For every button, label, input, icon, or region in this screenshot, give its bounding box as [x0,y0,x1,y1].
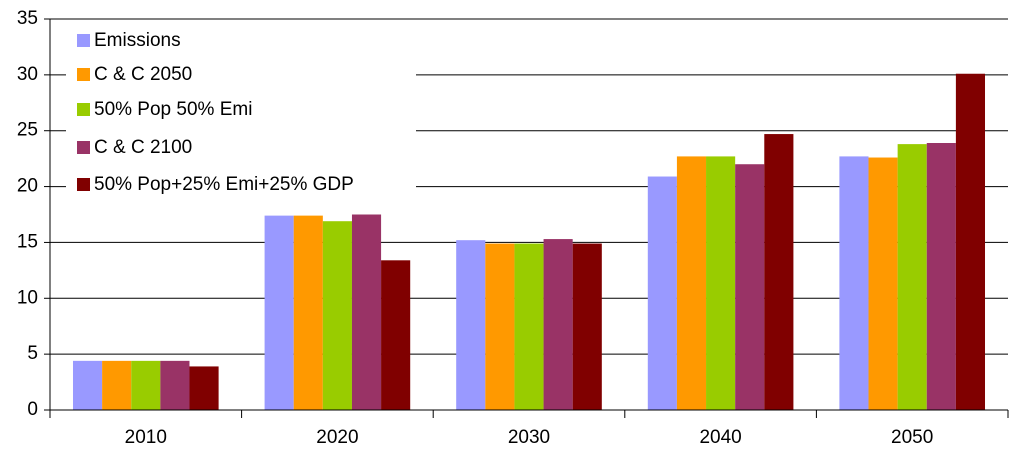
legend-label: Emissions [94,30,181,51]
y-tick-label: 15 [17,231,38,252]
bar [955,73,986,411]
bar [676,156,707,410]
y-tick-label: 0 [27,399,38,420]
bar [706,156,736,410]
bar [293,215,323,410]
x-tick-label: 2010 [125,427,167,448]
y-tick-label: 20 [17,176,38,197]
bar [351,214,382,410]
bar [572,243,602,410]
y-tick-label: 5 [27,343,38,364]
legend-swatch [77,34,90,47]
bar [543,239,573,410]
bar [264,215,294,410]
legend-label: 50% Pop 50% Emi [94,99,252,120]
x-tick-label: 2040 [699,427,741,448]
bar [735,164,765,410]
x-tick-label: 2030 [508,427,550,448]
bar [514,243,544,410]
bar [897,144,927,410]
bar [868,157,898,410]
y-tick-label: 30 [17,64,38,85]
y-tick-label: 25 [17,120,38,141]
legend-swatch [77,103,90,116]
bar [102,360,132,410]
legend-swatch [77,68,90,81]
bar [647,176,677,410]
legend-box [66,24,416,204]
legend-label: 50% Pop+25% Emi+25% GDP [94,174,354,195]
bar [322,221,352,410]
y-tick-label: 10 [17,287,38,308]
legend-swatch [77,141,90,154]
bar [764,134,794,410]
x-tick-label: 2020 [316,427,358,448]
bar [381,260,411,410]
bar [160,360,190,410]
bar [456,240,486,410]
bar [839,156,869,410]
x-tick-label: 2050 [891,427,933,448]
bar [926,143,956,410]
bar [72,360,103,410]
legend-swatch [77,178,90,191]
y-tick-label: 35 [17,8,38,29]
legend-label: C & C 2050 [94,64,192,85]
legend-label: C & C 2100 [94,137,192,158]
bar [131,360,161,410]
bar [485,243,515,410]
bar [189,366,219,410]
